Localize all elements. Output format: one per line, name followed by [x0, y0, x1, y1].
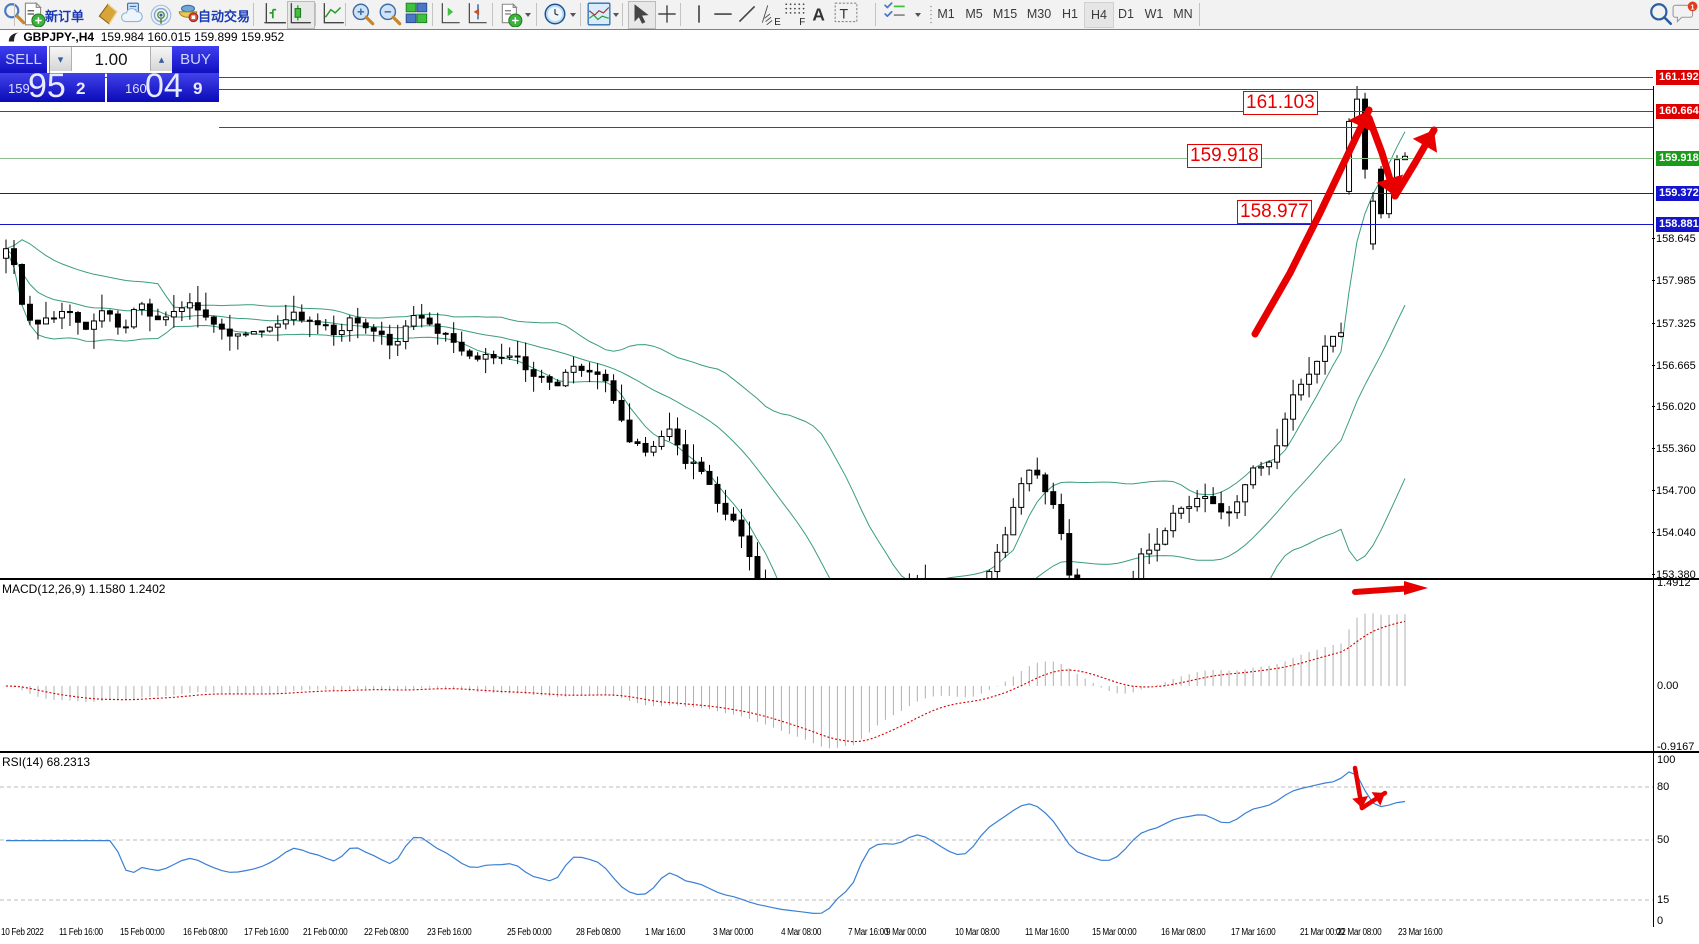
- svg-text:E: E: [774, 17, 781, 27]
- svg-text:T: T: [840, 5, 849, 21]
- svg-text:1: 1: [1690, 3, 1694, 12]
- svg-text:A: A: [812, 5, 825, 25]
- svg-text:F: F: [799, 17, 805, 27]
